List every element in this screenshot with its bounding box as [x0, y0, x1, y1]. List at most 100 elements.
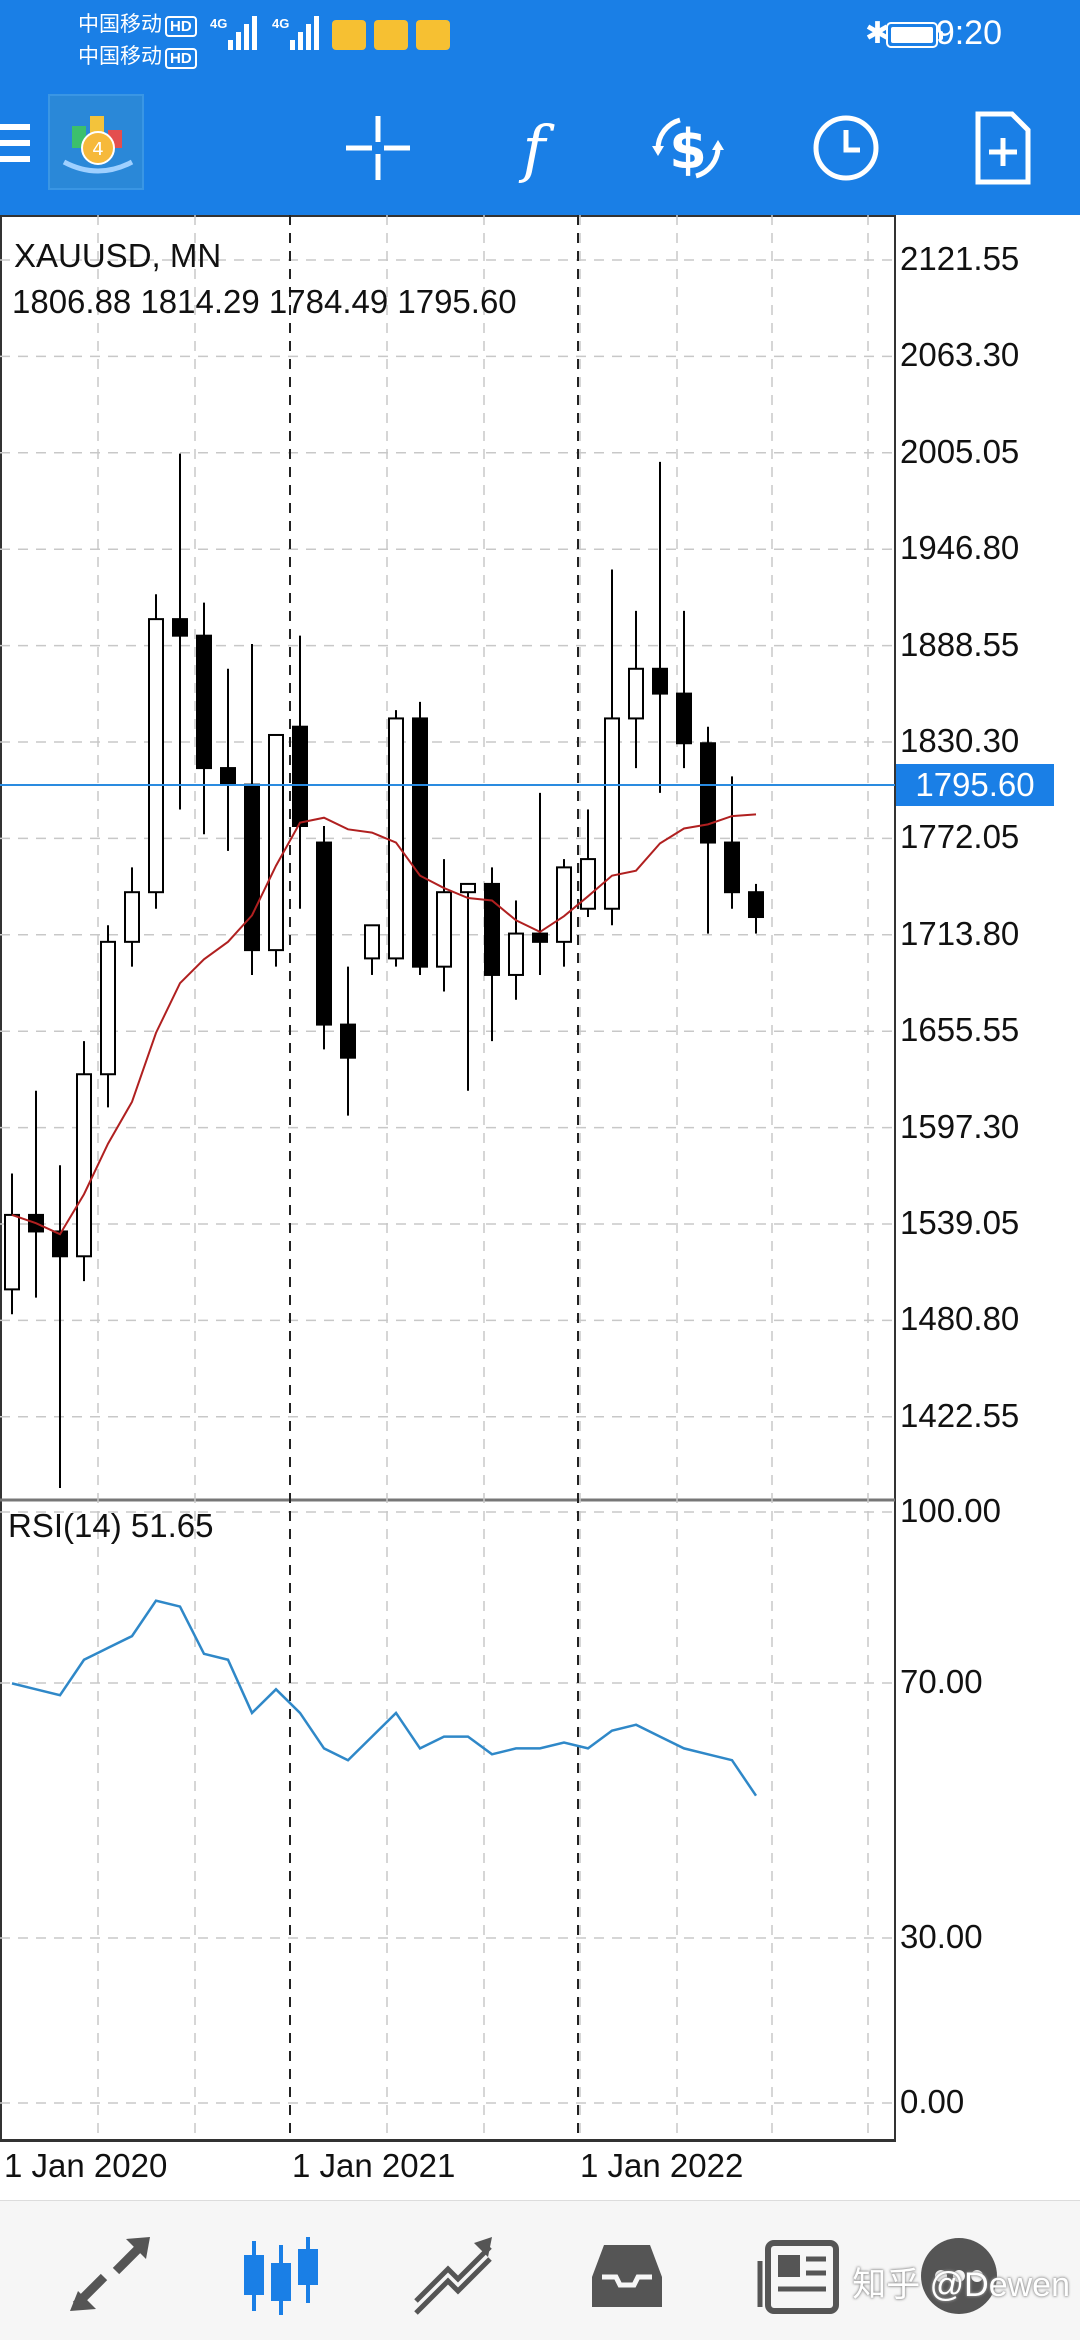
notification-icon — [332, 20, 366, 50]
signal-icon — [224, 14, 262, 50]
candle — [268, 733, 284, 967]
bluetooth-icon: ✱ — [864, 17, 890, 50]
rsi-axis-label: 30.00 — [900, 1918, 983, 1955]
current-price-tag: 1795.60 — [896, 764, 1054, 806]
rsi-axis-label: 0.00 — [900, 2083, 965, 2120]
rsi-line — [11, 1599, 758, 1797]
hd-badge: HD — [165, 16, 197, 37]
hd-badge-2: HD — [165, 48, 197, 69]
price-axis-label: 2121.55 — [900, 240, 1020, 277]
time-axis-label: 1 Jan 2020 — [4, 2147, 168, 2184]
candle — [220, 668, 236, 851]
bottom-navigation: 知乎 @Dewen — [0, 2200, 1080, 2340]
ohlc-label: 1806.88 1814.29 1784.49 1795.60 — [12, 283, 517, 320]
price-axis-label: 1830.30 — [900, 722, 1020, 759]
candle — [28, 1090, 44, 1298]
candle — [676, 610, 692, 769]
timeframe-icon[interactable] — [808, 110, 884, 186]
svg-text:4: 4 — [92, 139, 103, 160]
candle — [196, 602, 212, 835]
status-bar: 中国移动 HD 中国移动 HD 4G 4G ✱ 9:20 — [0, 0, 1080, 72]
price-axis-label: 2005.05 — [900, 432, 1020, 470]
news-icon[interactable] — [756, 2231, 846, 2321]
price-axis-label: 1713.80 — [900, 914, 1020, 952]
candle — [484, 867, 500, 1042]
carrier-2-name: 中国移动 — [78, 45, 162, 68]
rsi-axis-label: 100.00 — [900, 1492, 1001, 1529]
candle — [508, 900, 524, 1000]
candle — [244, 643, 260, 975]
price-axis-label: 1422.55 — [900, 1396, 1020, 1434]
trade-icon[interactable]: $ — [650, 110, 726, 186]
candlesticks — [4, 453, 764, 1488]
carrier-1-name: 中国移动 — [78, 13, 162, 36]
candle — [460, 882, 476, 1091]
app-header: 中国移动 HD 中国移动 HD 4G 4G ✱ 9:20 4 — [0, 0, 1080, 215]
notification-icon-3 — [416, 20, 450, 50]
candle — [436, 859, 452, 992]
indicators-icon[interactable]: f — [496, 110, 572, 186]
candle — [700, 726, 716, 934]
candle — [556, 859, 572, 967]
candle — [316, 825, 332, 1050]
network-type-1: 4G — [210, 16, 228, 31]
candle — [340, 966, 356, 1116]
candle — [100, 925, 116, 1108]
svg-text:$: $ — [669, 118, 707, 181]
time-axis-label: 1 Jan 2021 — [292, 2147, 456, 2184]
price-chart[interactable] — [0, 215, 1080, 2145]
watermark: 知乎 @Dewen — [852, 2266, 1070, 2304]
add-chart-icon[interactable] — [964, 110, 1040, 186]
candle — [412, 701, 428, 975]
menu-icon[interactable] — [0, 124, 30, 162]
candle — [292, 635, 308, 909]
price-axis-label: 1655.55 — [900, 1011, 1020, 1049]
chart-area[interactable]: XAUUSD, MN 1806.88 1814.29 1784.49 1795.… — [0, 215, 1080, 2184]
battery-icon — [886, 22, 943, 48]
candle — [724, 776, 740, 909]
chart-icon[interactable] — [236, 2231, 326, 2321]
candle — [364, 924, 380, 975]
candle — [580, 809, 596, 918]
symbol-label: XAUUSD, MN — [14, 237, 222, 274]
price-axis-label: 2063.30 — [900, 336, 1020, 374]
rsi-label: RSI(14) 51.65 — [8, 1507, 214, 1544]
candle — [52, 1165, 68, 1488]
svg-text:f: f — [519, 112, 556, 185]
chart-grid — [0, 215, 896, 2142]
signal-icon-2 — [286, 14, 324, 50]
history-icon[interactable] — [582, 2231, 672, 2321]
candle — [604, 569, 620, 926]
metatrader-logo[interactable]: 4 — [48, 94, 144, 190]
candle — [4, 1173, 20, 1315]
rsi-axis-label: 70.00 — [900, 1663, 983, 1700]
time-axis-label: 1 Jan 2022 — [580, 2147, 744, 2184]
chart-toolbar: 4 f $ — [0, 72, 1080, 215]
price-axis-label: 1946.80 — [900, 529, 1020, 567]
candle — [124, 867, 140, 967]
candle — [148, 594, 164, 909]
candle — [76, 1041, 92, 1282]
price-axis-label: 1539.05 — [900, 1204, 1020, 1241]
carrier-2: 中国移动 HD — [78, 40, 197, 70]
candle — [652, 461, 668, 793]
crosshair-icon[interactable] — [340, 110, 416, 186]
network-type-2: 4G — [272, 16, 290, 31]
candle — [628, 610, 644, 769]
candle — [748, 883, 764, 934]
carrier-1: 中国移动 HD — [78, 8, 197, 38]
price-axis-label: 1480.80 — [900, 1300, 1020, 1338]
candle — [172, 453, 188, 810]
messages-icon[interactable] — [914, 2231, 1004, 2321]
candle — [532, 792, 548, 975]
price-axis-label: 1597.30 — [900, 1107, 1020, 1145]
moving-average-line — [11, 813, 757, 1236]
candle — [388, 710, 404, 967]
clock: 9:20 — [935, 14, 1002, 52]
quotes-icon[interactable] — [66, 2231, 156, 2321]
price-axis-label: 1772.05 — [900, 818, 1020, 856]
price-axis-label: 1888.55 — [900, 625, 1020, 663]
trade-tab-icon[interactable] — [408, 2231, 498, 2321]
notification-icon-2 — [374, 20, 408, 50]
